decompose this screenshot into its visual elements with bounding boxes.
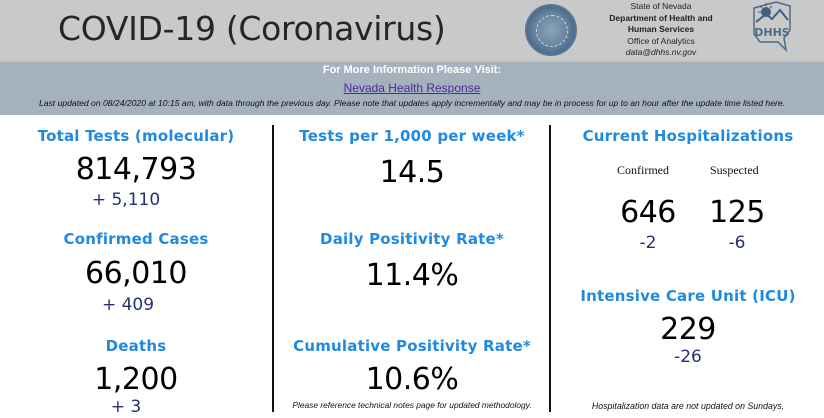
hosp-suspected-delta: -6	[728, 233, 746, 253]
deaths-delta: + 3	[110, 397, 142, 417]
deaths-label: Deaths	[105, 337, 167, 355]
last-updated-note: Last updated on 08/24/2020 at 10:15 am, …	[38, 98, 786, 108]
more-info-text: For More Information Please Visit:	[322, 64, 502, 76]
hospitalization-note: Hospitalization data are not updated on …	[591, 401, 785, 411]
dhhs-logo-icon: DHHS	[753, 1, 791, 52]
agency-state: State of Nevada	[630, 1, 692, 11]
agency-office: Office of Analytics	[627, 35, 695, 46]
total-tests-value: 814,793	[75, 152, 197, 187]
confirmed-cases-value: 66,010	[85, 256, 187, 291]
column-divider-left	[272, 125, 274, 412]
daily-positivity-value: 11.4%	[365, 258, 459, 293]
agency-department-cont: Human Services	[627, 24, 695, 34]
nevada-state-seal-icon	[525, 4, 577, 56]
tests-per-1000-label: Tests per 1,000 per week*	[299, 127, 525, 145]
page-title: COVID-19 (Coronavirus)	[58, 9, 446, 48]
header: COVID-19 (Coronavirus) State of Nevada D…	[0, 0, 824, 61]
deaths-value: 1,200	[94, 362, 178, 397]
column-rates: Tests per 1,000 per week* 14.5 Daily Pos…	[275, 115, 549, 418]
column-tests-cases-deaths: Total Tests (molecular) 814,793 + 5,110 …	[0, 115, 272, 418]
icu-delta: -26	[674, 347, 702, 367]
nevada-health-response-link-row: Nevada Health Response	[0, 81, 824, 95]
agency-department: Department of Health and	[609, 12, 713, 23]
agency-email: data@dhhs.nv.gov	[625, 47, 697, 57]
nevada-health-response-link[interactable]: Nevada Health Response	[343, 81, 481, 95]
info-banner: For More Information Please Visit: Nevad…	[0, 61, 824, 115]
total-tests-label: Total Tests (molecular)	[37, 127, 235, 145]
icu-label: Intensive Care Unit (ICU)	[580, 287, 796, 305]
hosp-suspected-label: Suspected	[710, 163, 759, 177]
methodology-note: Please reference technical notes page fo…	[292, 400, 532, 410]
hosp-suspected-value: 125	[709, 195, 765, 230]
icu-value: 229	[660, 312, 716, 347]
current-hospitalizations-label: Current Hospitalizations	[582, 127, 794, 145]
column-hospitalizations: Current Hospitalizations Confirmed Suspe…	[552, 115, 824, 418]
total-tests-delta: + 5,110	[91, 190, 161, 210]
tests-per-1000-value: 14.5	[379, 155, 445, 190]
cumulative-positivity-value: 10.6%	[365, 362, 459, 397]
confirmed-cases-delta: + 409	[101, 295, 155, 315]
daily-positivity-label: Daily Positivity Rate*	[320, 230, 504, 248]
column-divider-right	[549, 125, 551, 412]
hosp-confirmed-value: 646	[620, 195, 676, 230]
hosp-confirmed-delta: -2	[639, 233, 657, 253]
agency-info: State of Nevada Department of Health and…	[598, 1, 724, 59]
hosp-confirmed-label: Confirmed	[617, 163, 669, 177]
cumulative-positivity-label: Cumulative Positivity Rate*	[293, 337, 531, 355]
svg-text:DHHS: DHHS	[754, 26, 790, 39]
confirmed-cases-label: Confirmed Cases	[63, 230, 209, 248]
